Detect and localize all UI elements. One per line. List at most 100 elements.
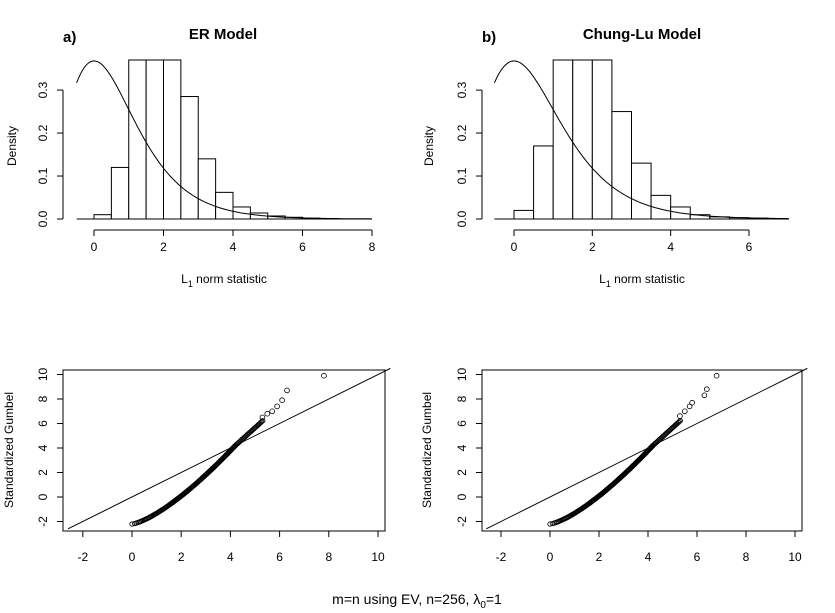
x-tick-label: 2 [160, 240, 167, 254]
y-axis-c: -2 0 2 4 6 8 10 [36, 368, 63, 527]
y-tick-label: 0 [36, 493, 50, 500]
histogram-bar [215, 191, 234, 220]
qq-point [713, 372, 720, 379]
y-tick-label: -2 [36, 516, 50, 527]
figure-caption: m=n using EV, n=256, λ0=1 [332, 591, 502, 611]
histogram-bar [180, 96, 199, 220]
x-tick-label: 6 [299, 240, 306, 254]
y-tick-label: 10 [36, 368, 50, 382]
y-tick-label: 0.3 [455, 81, 469, 98]
x-tick-label: 8 [743, 550, 750, 564]
x-tick-label: 4 [227, 550, 234, 564]
x-tick-label: 6 [276, 550, 283, 564]
y-tick-label: 8 [36, 395, 50, 402]
y-tick-label: 6 [36, 420, 50, 427]
chart-title-a: ER Model [189, 26, 257, 43]
histogram-bar [110, 166, 130, 220]
y-tick-label: 0.1 [36, 167, 50, 184]
histogram-bars-b [494, 59, 789, 220]
x-tick-label: 0 [511, 240, 518, 254]
x-tick-label: 4 [667, 240, 674, 254]
y-axis-a: 0.0 0.1 0.2 0.3 [36, 81, 64, 227]
qq-point [274, 403, 280, 410]
qq-point [676, 418, 682, 425]
x-tick-label: 8 [325, 550, 332, 564]
histogram-bar [591, 59, 613, 220]
x-tick-label: 10 [371, 550, 385, 564]
y-tick-label: 0.1 [455, 167, 469, 184]
x-axis-c: -2 0 2 4 6 8 10 [77, 531, 385, 564]
x-axis-label-b: L1 norm statistic [599, 272, 685, 289]
histogram-bar [513, 209, 535, 220]
qq-point [259, 418, 265, 425]
qq-point [259, 414, 266, 421]
panel-c-qq-plot: -2 0 2 4 6 8 10 -2 0 2 4 6 8 10 Standardized Gumbel [2, 368, 391, 564]
qq-point [703, 386, 710, 393]
histogram-bar [533, 145, 554, 220]
gumbel-density-curve-a [76, 60, 373, 220]
qq-point [284, 387, 290, 394]
histogram-bar [552, 59, 574, 220]
x-tick-label: 0 [547, 550, 554, 564]
y-tick-label: 0.3 [36, 81, 50, 98]
y-tick-label: 0.0 [36, 210, 50, 227]
y-tick-label: 4 [36, 444, 50, 451]
histogram-bar [93, 214, 112, 220]
histogram-bar [163, 59, 182, 220]
qq-point [677, 413, 683, 419]
qq-point [279, 397, 285, 404]
plot-box-d [481, 369, 803, 532]
y-tick-label: 4 [455, 444, 469, 451]
x-tick-label: 4 [230, 240, 237, 254]
x-tick-label: 2 [596, 550, 603, 564]
y-axis-label-a: Density [5, 126, 19, 166]
y-tick-label: -2 [455, 516, 469, 527]
y-tick-label: 2 [36, 469, 50, 476]
y-axis-label-c: Standardized Gumbel [2, 392, 16, 508]
x-axis-b: 0 2 4 6 [511, 229, 753, 254]
x-tick-label: 4 [645, 550, 652, 564]
x-tick-label: 6 [694, 550, 701, 564]
y-tick-label: 0 [455, 493, 469, 500]
panel-label-b: b) [482, 29, 496, 46]
histogram-bar [145, 59, 164, 220]
panel-b-histogram: b) Chung-Lu Model 0 2 4 6 0.0 0.1 0.2 0.3 L1 n… [422, 26, 789, 289]
x-tick-label: 0 [91, 240, 98, 254]
y-tick-label: 0.2 [36, 124, 50, 141]
histogram-bars-a [76, 59, 372, 220]
x-tick-label: -2 [496, 550, 507, 564]
x-tick-label: 0 [129, 550, 136, 564]
qq-points-c [129, 372, 327, 527]
qq-point [681, 408, 688, 415]
qq-points-d [547, 372, 720, 527]
histogram-bar [611, 111, 633, 220]
histogram-bar [572, 59, 593, 220]
histogram-bar [631, 162, 652, 220]
plot-box-c [62, 369, 386, 532]
qq-point [686, 403, 693, 410]
gumbel-density-curve-b [493, 60, 789, 220]
panel-label-a: a) [63, 29, 76, 46]
histogram-bar [128, 59, 147, 220]
qq-point [701, 392, 708, 399]
y-tick-label: 10 [455, 368, 469, 382]
y-axis-d: -2 0 2 4 6 8 10 [455, 368, 482, 527]
panel-a-histogram: a) ER Model 0 2 4 6 8 0.0 0.1 0.2 0.3 L1 norm s… [5, 26, 376, 289]
x-axis-a: 0 2 4 6 8 [91, 229, 376, 254]
y-tick-label: 6 [455, 420, 469, 427]
y-axis-b: 0.0 0.1 0.2 0.3 [455, 81, 483, 227]
x-tick-label: 6 [746, 240, 753, 254]
x-axis-label-a: L1 norm statistic [181, 272, 267, 289]
qq-point [260, 418, 266, 424]
y-tick-label: 8 [455, 395, 469, 402]
x-tick-label: 2 [589, 240, 596, 254]
x-tick-label: -2 [77, 550, 88, 564]
y-tick-label: 2 [455, 469, 469, 476]
qq-point [264, 410, 271, 417]
y-axis-label-b: Density [422, 126, 436, 166]
histogram-bar [197, 158, 217, 220]
x-axis-d: -2 0 2 4 6 8 10 [496, 531, 802, 564]
x-tick-label: 2 [178, 550, 185, 564]
x-tick-label: 8 [369, 240, 376, 254]
y-axis-label-d: Standardized Gumbel [420, 392, 434, 508]
